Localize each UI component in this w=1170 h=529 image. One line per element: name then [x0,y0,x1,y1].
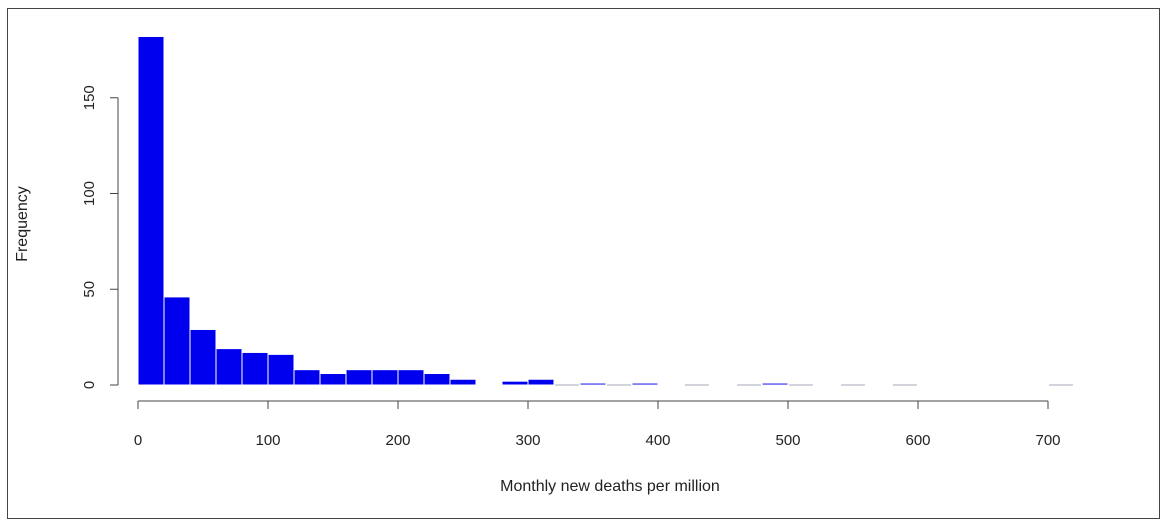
x-tick-label: 500 [775,432,800,449]
y-tick-label: 100 [81,181,98,206]
x-tick-label: 0 [134,432,142,449]
x-tick-label: 700 [1035,432,1060,449]
x-axis: 0 100 200 300 400 500 600 700 [134,400,1061,449]
histogram-bar [267,353,295,386]
x-tick-label: 600 [905,432,930,449]
y-tick-label: 0 [81,381,98,389]
histogram-bar [423,373,451,386]
histogram-chart: 0 50 100 150 0 100 200 300 400 500 600 700 Monthly… [14,35,1073,495]
figure-frame: 0 50 100 150 0 100 200 300 400 500 600 700 Monthly… [7,8,1160,519]
histogram-bar [449,378,477,386]
y-axis: 0 50 100 150 [81,85,119,389]
histogram-bar [631,382,659,386]
y-tick-label: 150 [81,85,98,110]
histogram-bar [371,369,399,386]
x-axis-label: Monthly new deaths per million [500,478,720,495]
y-tick-label: 50 [81,281,98,298]
histogram-bar [137,35,165,386]
histogram-bar [189,328,217,386]
histogram-bar [163,296,191,386]
histogram-bar [527,378,555,386]
histogram-bar [501,380,529,386]
histogram-bar [293,369,321,386]
histogram-bar [319,373,347,386]
x-tick-label: 400 [645,432,670,449]
histogram-bar [241,351,269,386]
x-tick-label: 300 [515,432,540,449]
x-tick-label: 100 [255,432,280,449]
x-tick-label: 200 [385,432,410,449]
y-axis-label: Frequency [14,186,31,262]
histogram-bar [579,382,607,386]
histogram-bar [397,369,425,386]
histogram-bar [215,348,243,386]
histogram-bar [761,382,789,386]
bars-group [137,35,789,386]
histogram-bar [345,369,373,386]
